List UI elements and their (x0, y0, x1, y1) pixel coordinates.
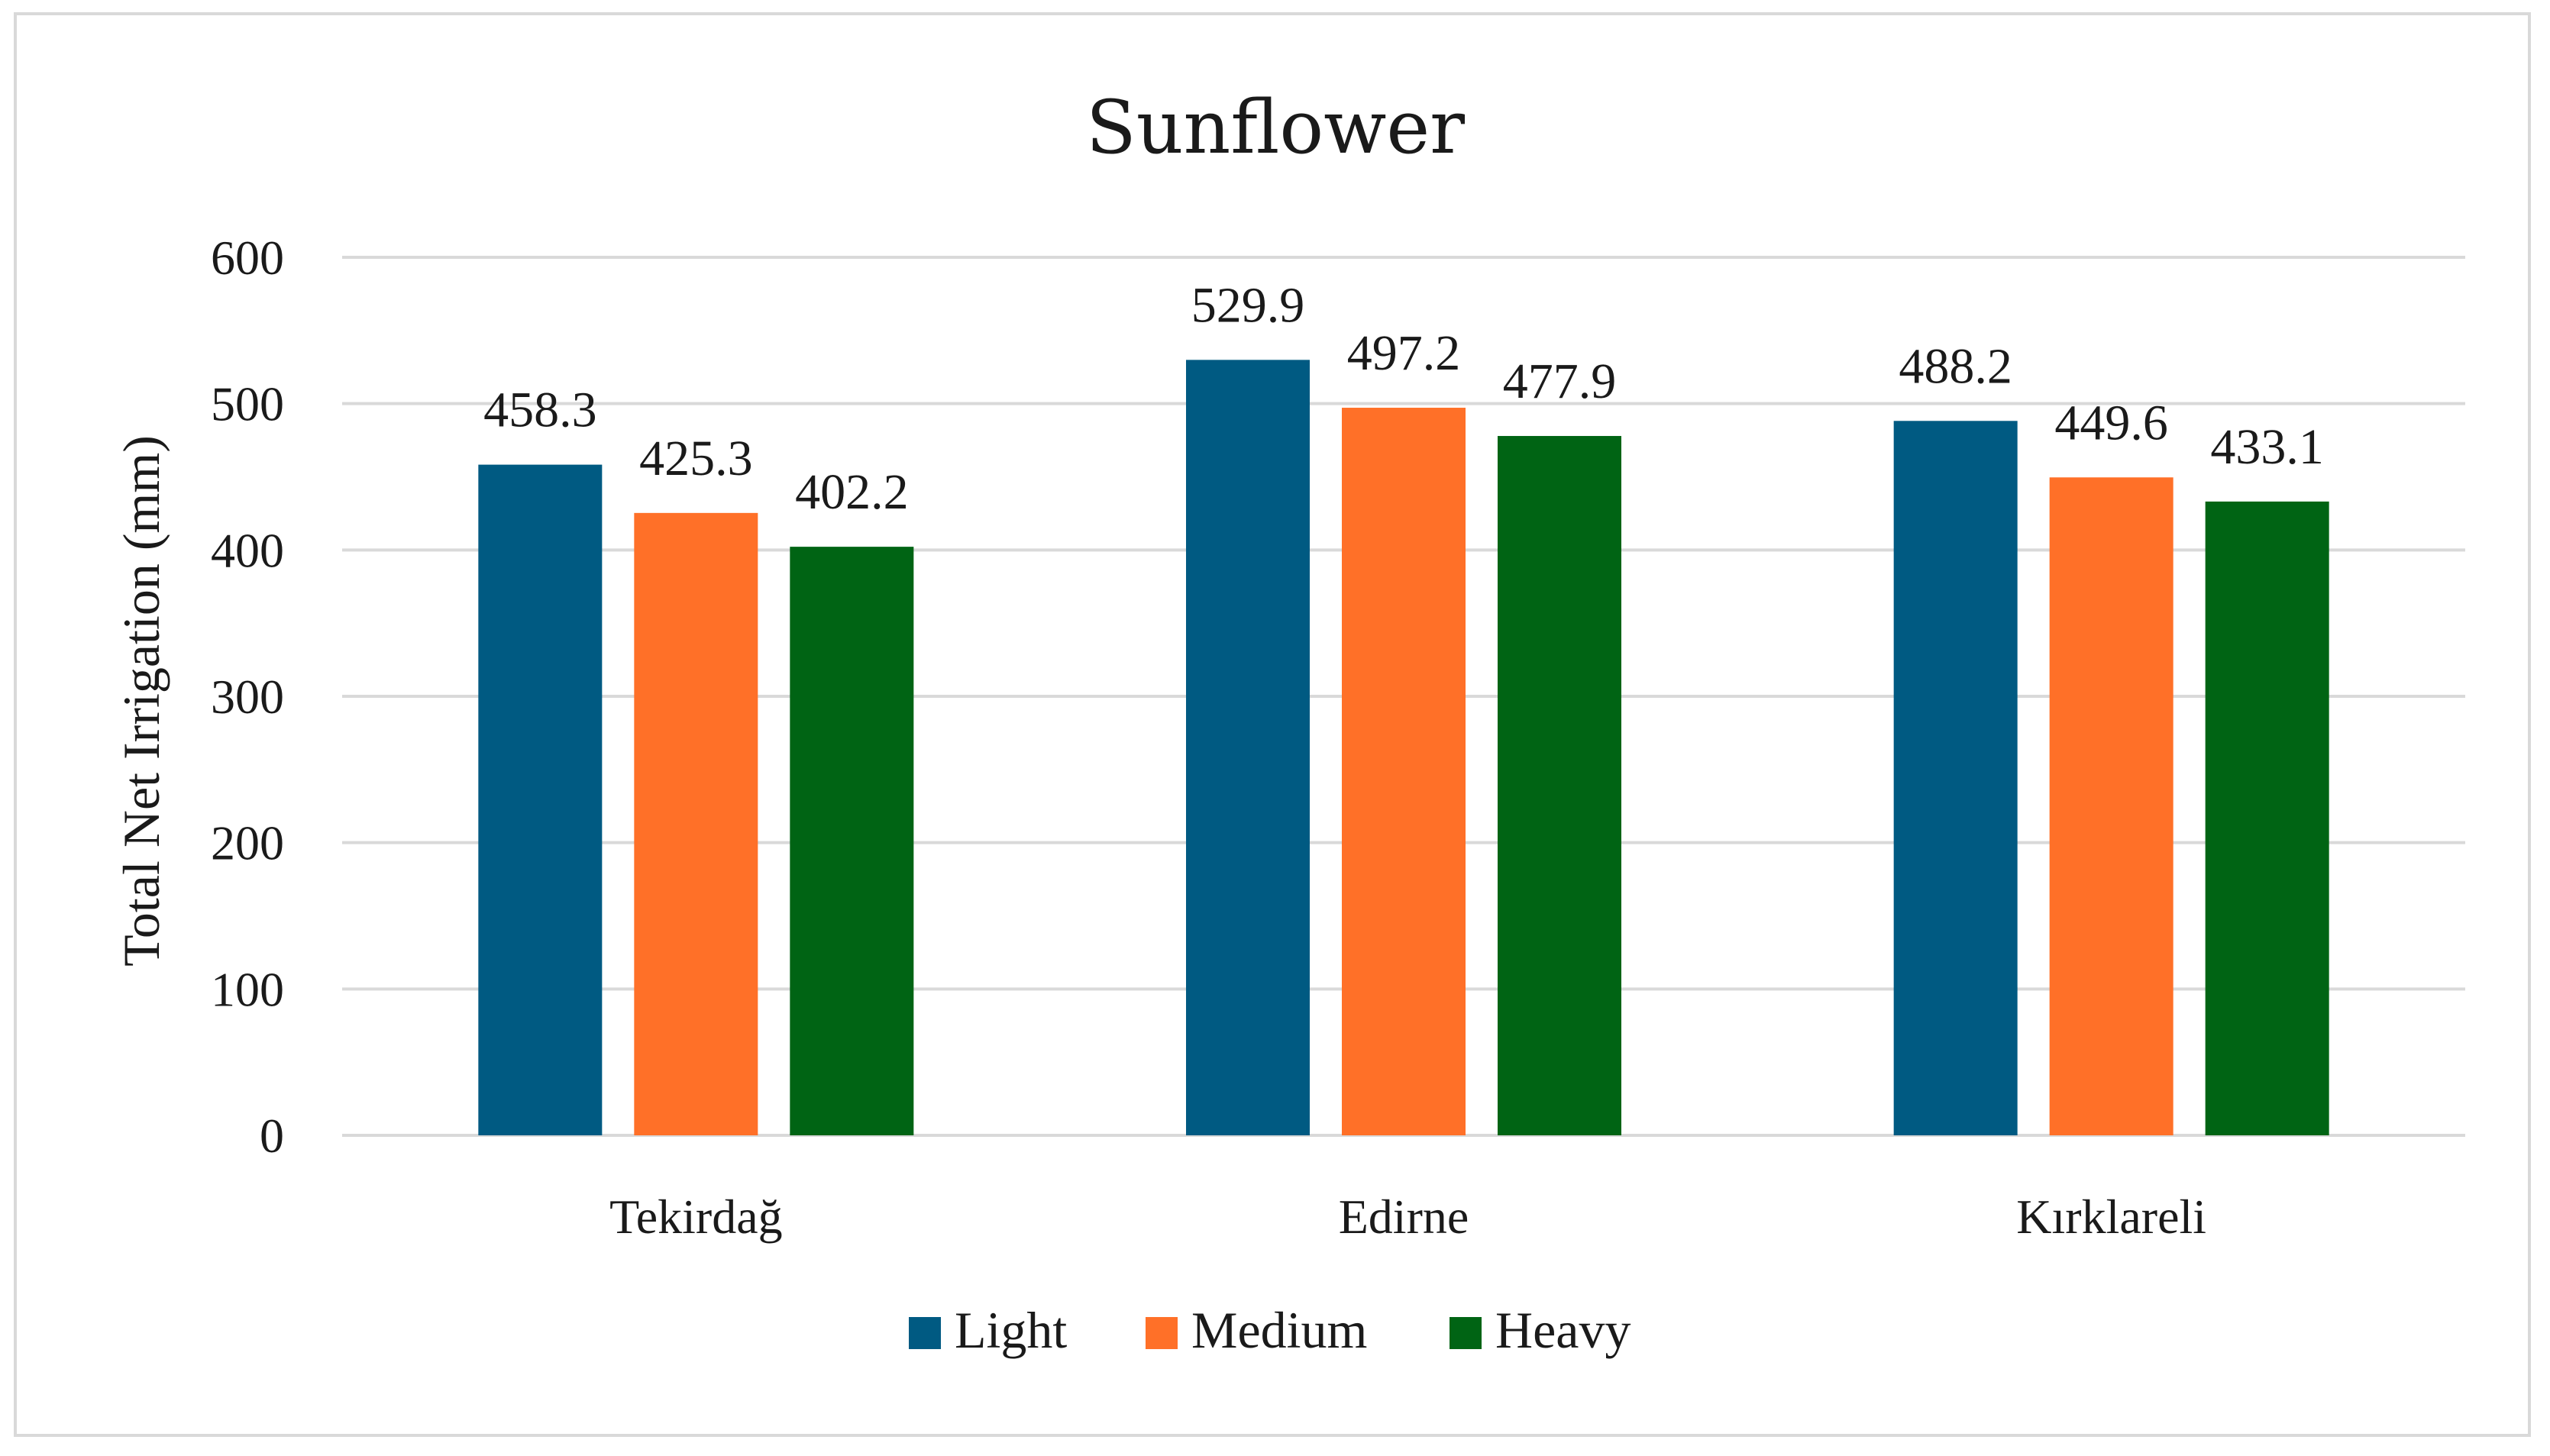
legend-swatch-light (909, 1317, 941, 1349)
bars (478, 360, 2329, 1135)
y-tick-label: 400 (211, 523, 284, 577)
data-labels: 458.3 425.3 402.2 529.9 497.2 477.9 488.2 449.6… (483, 277, 2324, 520)
y-axis-ticks: 0 100 200 300 400 500 600 (211, 231, 284, 1163)
bar-light-0 (478, 464, 603, 1135)
bar-heavy-1 (1498, 436, 1621, 1135)
y-tick-label: 0 (260, 1109, 284, 1163)
legend: Light Medium Heavy (909, 1301, 1631, 1359)
x-tick-label: Edirne (1339, 1190, 1469, 1244)
bar-medium-0 (634, 512, 758, 1135)
y-tick-label: 500 (211, 377, 284, 431)
bar-heavy-0 (790, 547, 914, 1135)
data-label-heavy-0: 402.2 (795, 464, 909, 520)
bar-medium-2 (2049, 477, 2173, 1135)
bar-light-2 (1893, 421, 2018, 1135)
data-label-heavy-2: 433.1 (2210, 419, 2324, 475)
bar-light-1 (1186, 360, 1310, 1135)
y-tick-label: 100 (211, 962, 284, 1016)
data-label-medium-0: 425.3 (639, 431, 753, 486)
legend-label-light: Light (955, 1301, 1067, 1359)
data-label-medium-2: 449.6 (2054, 395, 2168, 450)
data-label-light-2: 488.2 (1899, 338, 2012, 394)
y-axis-title: Total Net Irrigation (mm) (112, 435, 170, 967)
x-tick-label: Tekirdağ (609, 1190, 783, 1244)
data-label-light-1: 529.9 (1191, 277, 1305, 333)
data-label-medium-1: 497.2 (1347, 325, 1461, 381)
legend-label-heavy: Heavy (1495, 1301, 1631, 1359)
bar-medium-1 (1342, 408, 1466, 1135)
bar-heavy-2 (2205, 501, 2329, 1135)
y-tick-label: 300 (211, 670, 284, 724)
x-tick-label: Kırklareli (2016, 1190, 2206, 1244)
y-tick-label: 200 (211, 816, 284, 870)
legend-label-medium: Medium (1191, 1301, 1367, 1359)
legend-swatch-heavy (1450, 1317, 1482, 1349)
chart-title: Sunflower (1086, 85, 1465, 170)
legend-swatch-medium (1146, 1317, 1178, 1349)
data-label-light-0: 458.3 (483, 383, 597, 438)
x-axis-ticks: Tekirdağ Edirne Kırklareli (609, 1190, 2206, 1244)
data-label-heavy-1: 477.9 (1503, 354, 1617, 409)
y-tick-label: 600 (211, 231, 284, 285)
